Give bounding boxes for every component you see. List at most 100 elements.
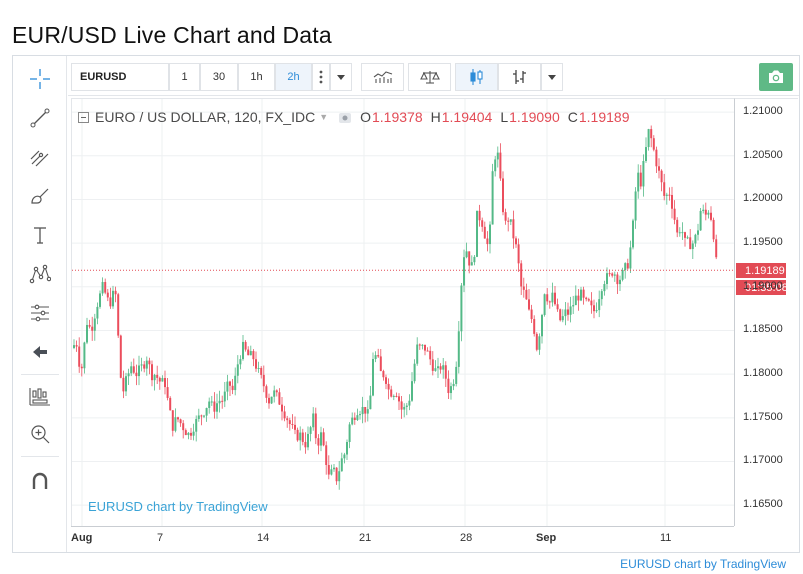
price-tick-label: 1.17000 [743,454,783,467]
candlestick-chart[interactable] [72,99,734,526]
pattern-icon[interactable] [25,259,55,289]
candle [382,369,385,381]
candle [494,156,497,177]
candle [317,434,320,455]
candle [184,428,187,436]
candle [156,365,159,385]
candle [491,163,494,225]
chart-watermark[interactable]: EURUSD chart by TradingView [88,499,268,514]
candle [78,337,81,373]
candle [338,460,341,490]
price-tick-label: 1.18000 [743,367,783,380]
candle [702,204,705,214]
candle [580,286,582,302]
candle [595,302,598,313]
candle [252,349,255,367]
candle [301,428,304,446]
dropdown-caret-icon[interactable] [330,63,352,91]
back-arrow-icon[interactable] [25,337,55,367]
time-tick-label: 11 [660,532,672,544]
candle [634,187,637,229]
candle [686,235,689,240]
candle [673,200,676,225]
brush-icon[interactable] [25,181,55,211]
time-axis[interactable]: Aug 7 14 21 28 Sep 11 [71,526,734,550]
candle [192,423,195,441]
candle [158,376,161,390]
camera-icon[interactable] [759,63,793,91]
candle [216,393,218,419]
candle [177,416,179,423]
candle [294,416,296,435]
candle [697,223,699,241]
candle [684,231,686,247]
text-icon[interactable] [25,220,55,250]
price-tick-label: 1.18500 [743,323,783,336]
chart-pane[interactable]: EURO / US DOLLAR, 120, FX_IDC ▼ O 1.19378… [71,98,734,526]
eye-icon[interactable] [338,109,352,125]
candle [606,267,608,290]
candle [226,374,229,401]
measure-icon[interactable] [25,298,55,328]
candle [377,348,380,358]
candle [546,288,549,305]
candle [366,400,369,422]
candle [665,192,668,205]
time-tick-label: 28 [460,532,473,544]
interval-1h[interactable]: 1h [238,63,275,91]
candle [502,171,504,216]
legend-high-label: H [430,109,441,125]
chart-layout-icon[interactable] [25,382,55,412]
more-vert-icon[interactable] [312,63,330,91]
candle [574,285,577,306]
compare-scale-icon[interactable] [408,63,451,91]
price-axis[interactable]: 1.19189 01:35:08 1.21000 1.20500 1.20000 1.… [734,98,798,526]
candle [452,379,455,391]
trend-line-icon[interactable] [25,103,55,133]
candle [408,394,411,411]
interval-2h[interactable]: 2h [275,63,312,91]
candle [210,395,213,406]
indicators-icon[interactable] [361,63,404,91]
candle [572,295,575,315]
candle [619,275,621,292]
candle [507,217,510,232]
interval-30[interactable]: 30 [200,63,238,91]
price-tick-label: 1.19000 [743,279,783,292]
candle [463,249,465,293]
legend-caret-icon[interactable]: ▼ [319,112,329,122]
interval-1[interactable]: 1 [169,63,200,91]
candle [385,374,387,390]
magnet-icon[interactable] [25,466,55,496]
legend-low-label: L [500,109,509,125]
candle [223,382,226,408]
candle [694,233,697,247]
candle [554,286,556,306]
candle [556,298,559,312]
candles-icon[interactable] [455,63,498,91]
candle [132,358,135,375]
candle [286,415,289,428]
tradingview-footer-link[interactable]: EURUSD chart by TradingView [620,557,786,571]
candle [372,352,374,397]
candle [559,308,562,322]
candle [247,346,250,356]
candle [314,407,317,445]
symbol-input[interactable]: EURUSD [71,63,169,91]
candle [179,418,182,427]
zoom-icon[interactable] [25,419,55,449]
candle [632,218,634,250]
candle [699,208,702,231]
candle [218,390,221,413]
collapse-legend-icon[interactable] [78,111,89,123]
candle [364,406,367,423]
candle [481,217,484,232]
dropdown-caret-icon[interactable] [541,63,563,91]
candle [590,292,593,314]
candle [268,393,270,409]
candle [291,414,294,429]
bar-style-icon[interactable] [498,63,541,91]
pitchfork-icon[interactable] [25,142,55,172]
crosshair-icon[interactable] [25,64,55,94]
candle [169,396,172,411]
